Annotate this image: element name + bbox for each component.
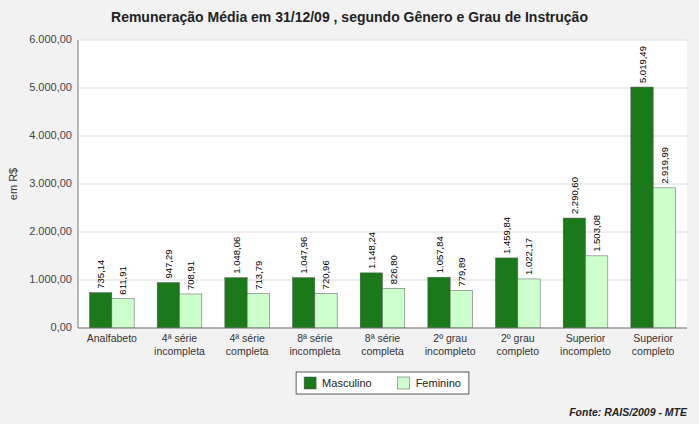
chart: Remuneração Média em 31/12/09 , segundo … (0, 0, 699, 424)
bar (90, 293, 112, 328)
x-tick-label-line: 2º grau (433, 332, 467, 344)
y-tick-label: 6.000,00 (29, 33, 72, 45)
x-tick-label-line: 8ª série (297, 332, 333, 344)
data-label: 1.148,24 (366, 232, 377, 269)
data-label: 779,89 (456, 258, 467, 287)
bar (383, 288, 405, 328)
x-tick-label-line: 8ª série (365, 332, 401, 344)
y-tick-label: 5.000,00 (29, 81, 72, 93)
x-tick-label: 2º graucompleto (497, 332, 540, 357)
x-tick-label-line: completa (361, 345, 404, 357)
x-tick-label: 8ª sérieincompleta (289, 332, 340, 357)
bar (360, 273, 382, 328)
bar (112, 299, 134, 328)
title: Remuneração Média em 31/12/09 , segundo … (111, 9, 588, 25)
x-tick-label-line: Superior (566, 332, 606, 344)
data-label: 2.919,99 (659, 147, 670, 184)
bar (293, 278, 315, 328)
x-tick-label-line: completo (632, 345, 675, 357)
x-tick-label-line: completo (497, 345, 540, 357)
x-tick-label-line: 4ª série (162, 332, 198, 344)
source-note: Fonte: RAIS/2009 - MTE (569, 406, 688, 418)
data-label: 1.022,17 (523, 238, 534, 275)
y-tick-label: 1.000,00 (29, 273, 72, 285)
bar (247, 294, 269, 328)
x-axis-line (78, 328, 687, 329)
legend-label: Feminino (416, 377, 461, 389)
data-label: 708,91 (185, 261, 196, 290)
x-tick-label-line: 2º grau (501, 332, 535, 344)
x-tick-label: Superiorincompleto (560, 332, 611, 357)
x-tick-label-line: incompleto (560, 345, 611, 357)
bar (157, 283, 179, 328)
y-tick-label: 3.000,00 (29, 177, 72, 189)
x-tick-label: 8ª sériecompleta (361, 332, 404, 357)
data-label: 1.503,08 (591, 215, 602, 252)
y-axis-label: em R$ (7, 168, 19, 200)
x-tick-label-line: incompleto (425, 345, 476, 357)
x-tick-label: Analfabeto (87, 332, 137, 344)
bar (496, 258, 518, 328)
bar (225, 278, 247, 328)
x-tick-label: 4ª sériecompleta (226, 332, 269, 357)
data-label: 1.048,06 (231, 237, 242, 274)
data-label: 947,29 (163, 249, 174, 278)
grid-line (78, 88, 687, 89)
x-tick-label: 4ª sérieincompleta (154, 332, 205, 357)
bar (315, 293, 337, 328)
data-label: 1.057,84 (434, 236, 445, 273)
bar (653, 188, 675, 328)
bar (428, 277, 450, 328)
x-tick-label-line: Superior (633, 332, 673, 344)
x-tick-label-line: incompleta (289, 345, 340, 357)
legend-swatch (304, 377, 316, 389)
data-label: 1.459,84 (501, 217, 512, 254)
x-tick-label-line: completa (226, 345, 269, 357)
x-tick-label: 2º grauincompleto (425, 332, 476, 357)
y-tick-label: 4.000,00 (29, 129, 72, 141)
y-tick-label: 2.000,00 (29, 225, 72, 237)
bar (518, 279, 540, 328)
y-tick-label: 0,00 (51, 321, 72, 333)
bars (90, 87, 676, 328)
data-label: 713,79 (253, 261, 264, 290)
data-label: 720,96 (320, 260, 331, 289)
bar (180, 294, 202, 328)
grid-line (78, 136, 687, 137)
plot-area (78, 40, 687, 328)
x-tick-label-line: 4ª série (229, 332, 265, 344)
legend-swatch (398, 377, 410, 389)
legend-label: Masculino (322, 377, 372, 389)
bar (586, 256, 608, 328)
x-tick-label-line: Analfabeto (87, 332, 137, 344)
data-label: 2.290,60 (569, 177, 580, 214)
grid-line (78, 40, 687, 41)
y-axis-line (78, 40, 79, 328)
bar (631, 87, 653, 328)
data-label: 5.019,49 (637, 46, 648, 83)
bar (563, 218, 585, 328)
data-label: 611,91 (117, 266, 128, 294)
bar (450, 291, 472, 328)
grid-line (78, 184, 687, 185)
data-labels: 735,14 947,29 1.048,06 1.047,96 1.148,24 1.05… (95, 46, 670, 295)
legend: Masculino Feminino (296, 372, 469, 394)
data-label: 735,14 (95, 260, 106, 289)
grid-line (78, 328, 687, 329)
data-label: 826,80 (388, 255, 399, 284)
x-tick-label-line: incompleta (154, 345, 205, 357)
legend-frame (296, 372, 469, 394)
x-tick-label: Superiorcompleto (632, 332, 675, 357)
data-label: 1.047,96 (298, 237, 309, 274)
background (0, 0, 699, 424)
